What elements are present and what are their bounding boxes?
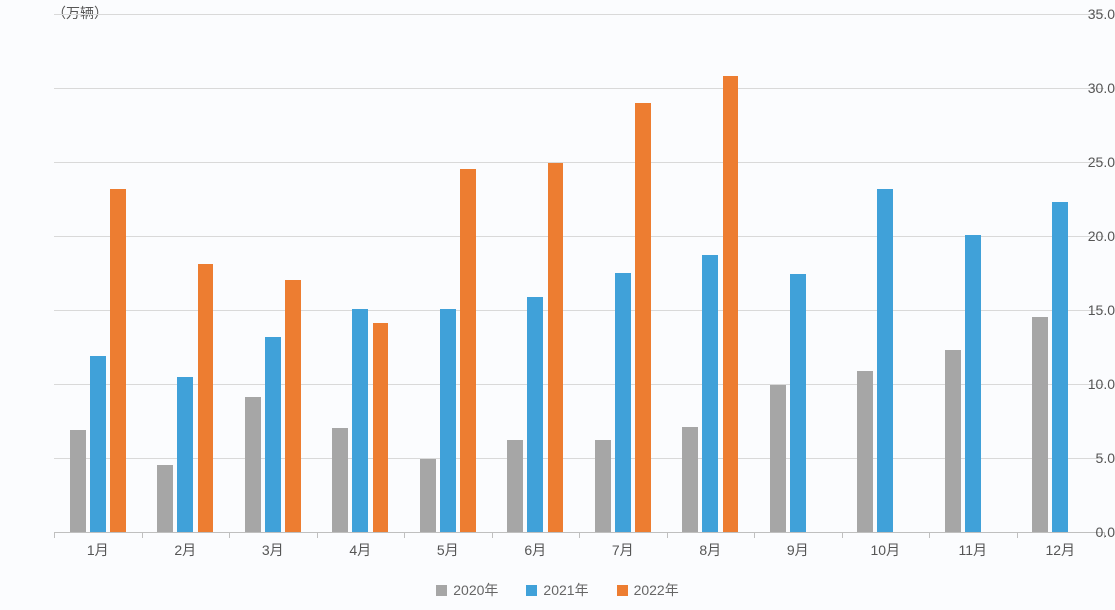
bar bbox=[595, 440, 611, 532]
y-tick-label: 5.0 bbox=[1069, 450, 1115, 466]
x-tick-label: 8月 bbox=[667, 540, 755, 560]
x-tick bbox=[404, 532, 405, 538]
bar bbox=[945, 350, 961, 532]
x-tick-label: 6月 bbox=[492, 540, 580, 560]
x-tick bbox=[842, 532, 843, 538]
x-tick bbox=[929, 532, 930, 538]
x-tick bbox=[579, 532, 580, 538]
bar bbox=[110, 189, 126, 532]
legend-item: 2020年 bbox=[436, 580, 498, 600]
bar bbox=[702, 255, 718, 532]
x-tick-label: 2月 bbox=[142, 540, 230, 560]
y-tick-label: 0.0 bbox=[1069, 524, 1115, 540]
legend-swatch bbox=[617, 585, 628, 596]
bar bbox=[790, 274, 806, 532]
legend-item: 2021年 bbox=[526, 580, 588, 600]
bar-group bbox=[754, 14, 842, 532]
y-tick-label: 35.0 bbox=[1069, 6, 1115, 22]
x-tick bbox=[754, 532, 755, 538]
legend: 2020年 2021年 2022年 bbox=[0, 580, 1115, 600]
y-tick-label: 25.0 bbox=[1069, 154, 1115, 170]
x-tick bbox=[142, 532, 143, 538]
bar-groups bbox=[54, 14, 1104, 532]
bar bbox=[177, 377, 193, 532]
bar bbox=[352, 309, 368, 532]
bar-group bbox=[229, 14, 317, 532]
bar bbox=[615, 273, 631, 532]
bar bbox=[90, 356, 106, 532]
bar bbox=[460, 169, 476, 532]
bar bbox=[527, 297, 543, 532]
x-tick bbox=[317, 532, 318, 538]
x-tick bbox=[492, 532, 493, 538]
bar bbox=[245, 397, 261, 532]
bar-group bbox=[492, 14, 580, 532]
x-tick-label: 7月 bbox=[579, 540, 667, 560]
bar bbox=[285, 280, 301, 532]
bar-group bbox=[54, 14, 142, 532]
x-tick-label: 5月 bbox=[404, 540, 492, 560]
bar bbox=[265, 337, 281, 532]
x-tick-label: 1月 bbox=[54, 540, 142, 560]
x-tick-label: 12月 bbox=[1017, 540, 1105, 560]
bar-group bbox=[404, 14, 492, 532]
legend-item: 2022年 bbox=[617, 580, 679, 600]
x-tick-label: 4月 bbox=[317, 540, 405, 560]
y-tick-label: 15.0 bbox=[1069, 302, 1115, 318]
bar bbox=[373, 323, 389, 532]
chart-container: （万辆） 1月2月3月4月5月6月7月8月9月10月11月12月 2020年20… bbox=[0, 0, 1115, 610]
bar bbox=[1052, 202, 1068, 532]
bar bbox=[877, 189, 893, 532]
bar bbox=[857, 371, 873, 532]
bar-group bbox=[667, 14, 755, 532]
y-tick-label: 20.0 bbox=[1069, 228, 1115, 244]
bar bbox=[198, 264, 214, 532]
bar bbox=[1032, 317, 1048, 532]
bar bbox=[548, 163, 564, 532]
bar-group bbox=[929, 14, 1017, 532]
legend-label: 2020年 bbox=[453, 580, 498, 600]
bar-group bbox=[317, 14, 405, 532]
bar bbox=[635, 103, 651, 532]
bar bbox=[965, 235, 981, 532]
bar-group bbox=[579, 14, 667, 532]
x-tick-label: 11月 bbox=[929, 540, 1017, 560]
x-tick-label: 3月 bbox=[229, 540, 317, 560]
legend-label: 2022年 bbox=[634, 580, 679, 600]
x-tick bbox=[54, 532, 55, 538]
x-tick bbox=[667, 532, 668, 538]
x-axis-labels: 1月2月3月4月5月6月7月8月9月10月11月12月 bbox=[54, 540, 1104, 560]
x-tick-label: 9月 bbox=[754, 540, 842, 560]
legend-swatch bbox=[436, 585, 447, 596]
x-tick-label: 10月 bbox=[842, 540, 930, 560]
legend-label: 2021年 bbox=[543, 580, 588, 600]
bar bbox=[723, 76, 739, 532]
plot-area bbox=[54, 14, 1104, 532]
y-tick-label: 10.0 bbox=[1069, 376, 1115, 392]
x-tick bbox=[229, 532, 230, 538]
y-tick-label: 30.0 bbox=[1069, 80, 1115, 96]
bar bbox=[770, 385, 786, 532]
x-tick bbox=[1017, 532, 1018, 538]
bar bbox=[420, 459, 436, 532]
bar bbox=[332, 428, 348, 532]
bar-group bbox=[142, 14, 230, 532]
bar bbox=[682, 427, 698, 532]
bar bbox=[70, 430, 86, 532]
bar bbox=[157, 465, 173, 532]
legend-swatch bbox=[526, 585, 537, 596]
bar bbox=[507, 440, 523, 532]
bar bbox=[440, 309, 456, 532]
bar-group bbox=[842, 14, 930, 532]
